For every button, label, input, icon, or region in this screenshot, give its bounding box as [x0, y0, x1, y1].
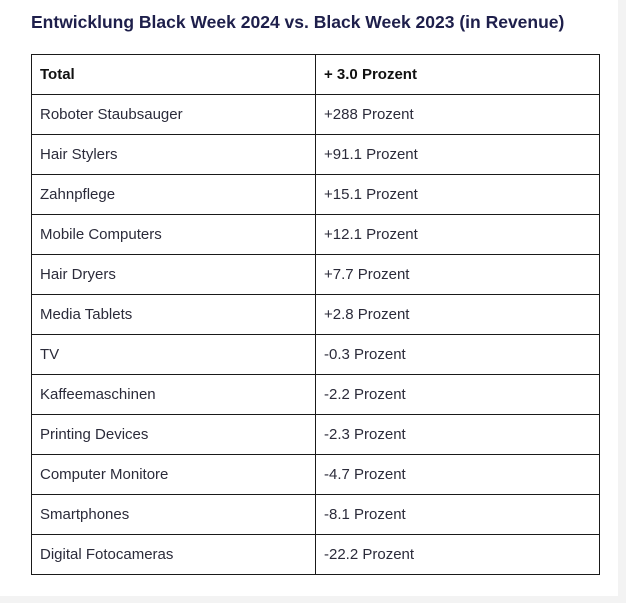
change-cell: -2.3 Prozent [315, 414, 600, 455]
revenue-change-table: Total + 3.0 Prozent Roboter Staubsauger … [31, 54, 600, 575]
table-row: Roboter Staubsauger +288 Prozent [31, 94, 600, 135]
category-cell: Hair Stylers [31, 134, 316, 175]
table-row: Smartphones -8.1 Prozent [31, 494, 600, 535]
table-row: Computer Monitore -4.7 Prozent [31, 454, 600, 495]
change-cell: +2.8 Prozent [315, 294, 600, 335]
category-cell: Zahnpflege [31, 174, 316, 215]
table-row: Zahnpflege +15.1 Prozent [31, 174, 600, 215]
change-cell: +15.1 Prozent [315, 174, 600, 215]
category-cell: Digital Fotocameras [31, 534, 316, 575]
content-card: Entwicklung Black Week 2024 vs. Black We… [0, 0, 618, 596]
table-row: TV -0.3 Prozent [31, 334, 600, 375]
change-cell: +288 Prozent [315, 94, 600, 135]
page-title: Entwicklung Black Week 2024 vs. Black We… [31, 12, 565, 32]
change-cell: +91.1 Prozent [315, 134, 600, 175]
change-cell: +12.1 Prozent [315, 214, 600, 255]
change-cell: -8.1 Prozent [315, 494, 600, 535]
category-cell: Kaffeemaschinen [31, 374, 316, 415]
category-cell: Roboter Staubsauger [31, 94, 316, 135]
header-change-cell: + 3.0 Prozent [315, 54, 600, 95]
table-row: Kaffeemaschinen -2.2 Prozent [31, 374, 600, 415]
category-cell: Media Tablets [31, 294, 316, 335]
change-cell: -2.2 Prozent [315, 374, 600, 415]
change-cell: -4.7 Prozent [315, 454, 600, 495]
change-cell: +7.7 Prozent [315, 254, 600, 295]
category-cell: Computer Monitore [31, 454, 316, 495]
table-header-row: Total + 3.0 Prozent [31, 54, 600, 95]
table-row: Digital Fotocameras -22.2 Prozent [31, 534, 600, 575]
category-cell: Printing Devices [31, 414, 316, 455]
change-cell: -22.2 Prozent [315, 534, 600, 575]
table-row: Hair Stylers +91.1 Prozent [31, 134, 600, 175]
category-cell: TV [31, 334, 316, 375]
category-cell: Hair Dryers [31, 254, 316, 295]
table-row: Mobile Computers +12.1 Prozent [31, 214, 600, 255]
table-row: Printing Devices -2.3 Prozent [31, 414, 600, 455]
category-cell: Smartphones [31, 494, 316, 535]
change-cell: -0.3 Prozent [315, 334, 600, 375]
table-row: Media Tablets +2.8 Prozent [31, 294, 600, 335]
table-row: Hair Dryers +7.7 Prozent [31, 254, 600, 295]
category-cell: Mobile Computers [31, 214, 316, 255]
header-category-cell: Total [31, 54, 316, 95]
